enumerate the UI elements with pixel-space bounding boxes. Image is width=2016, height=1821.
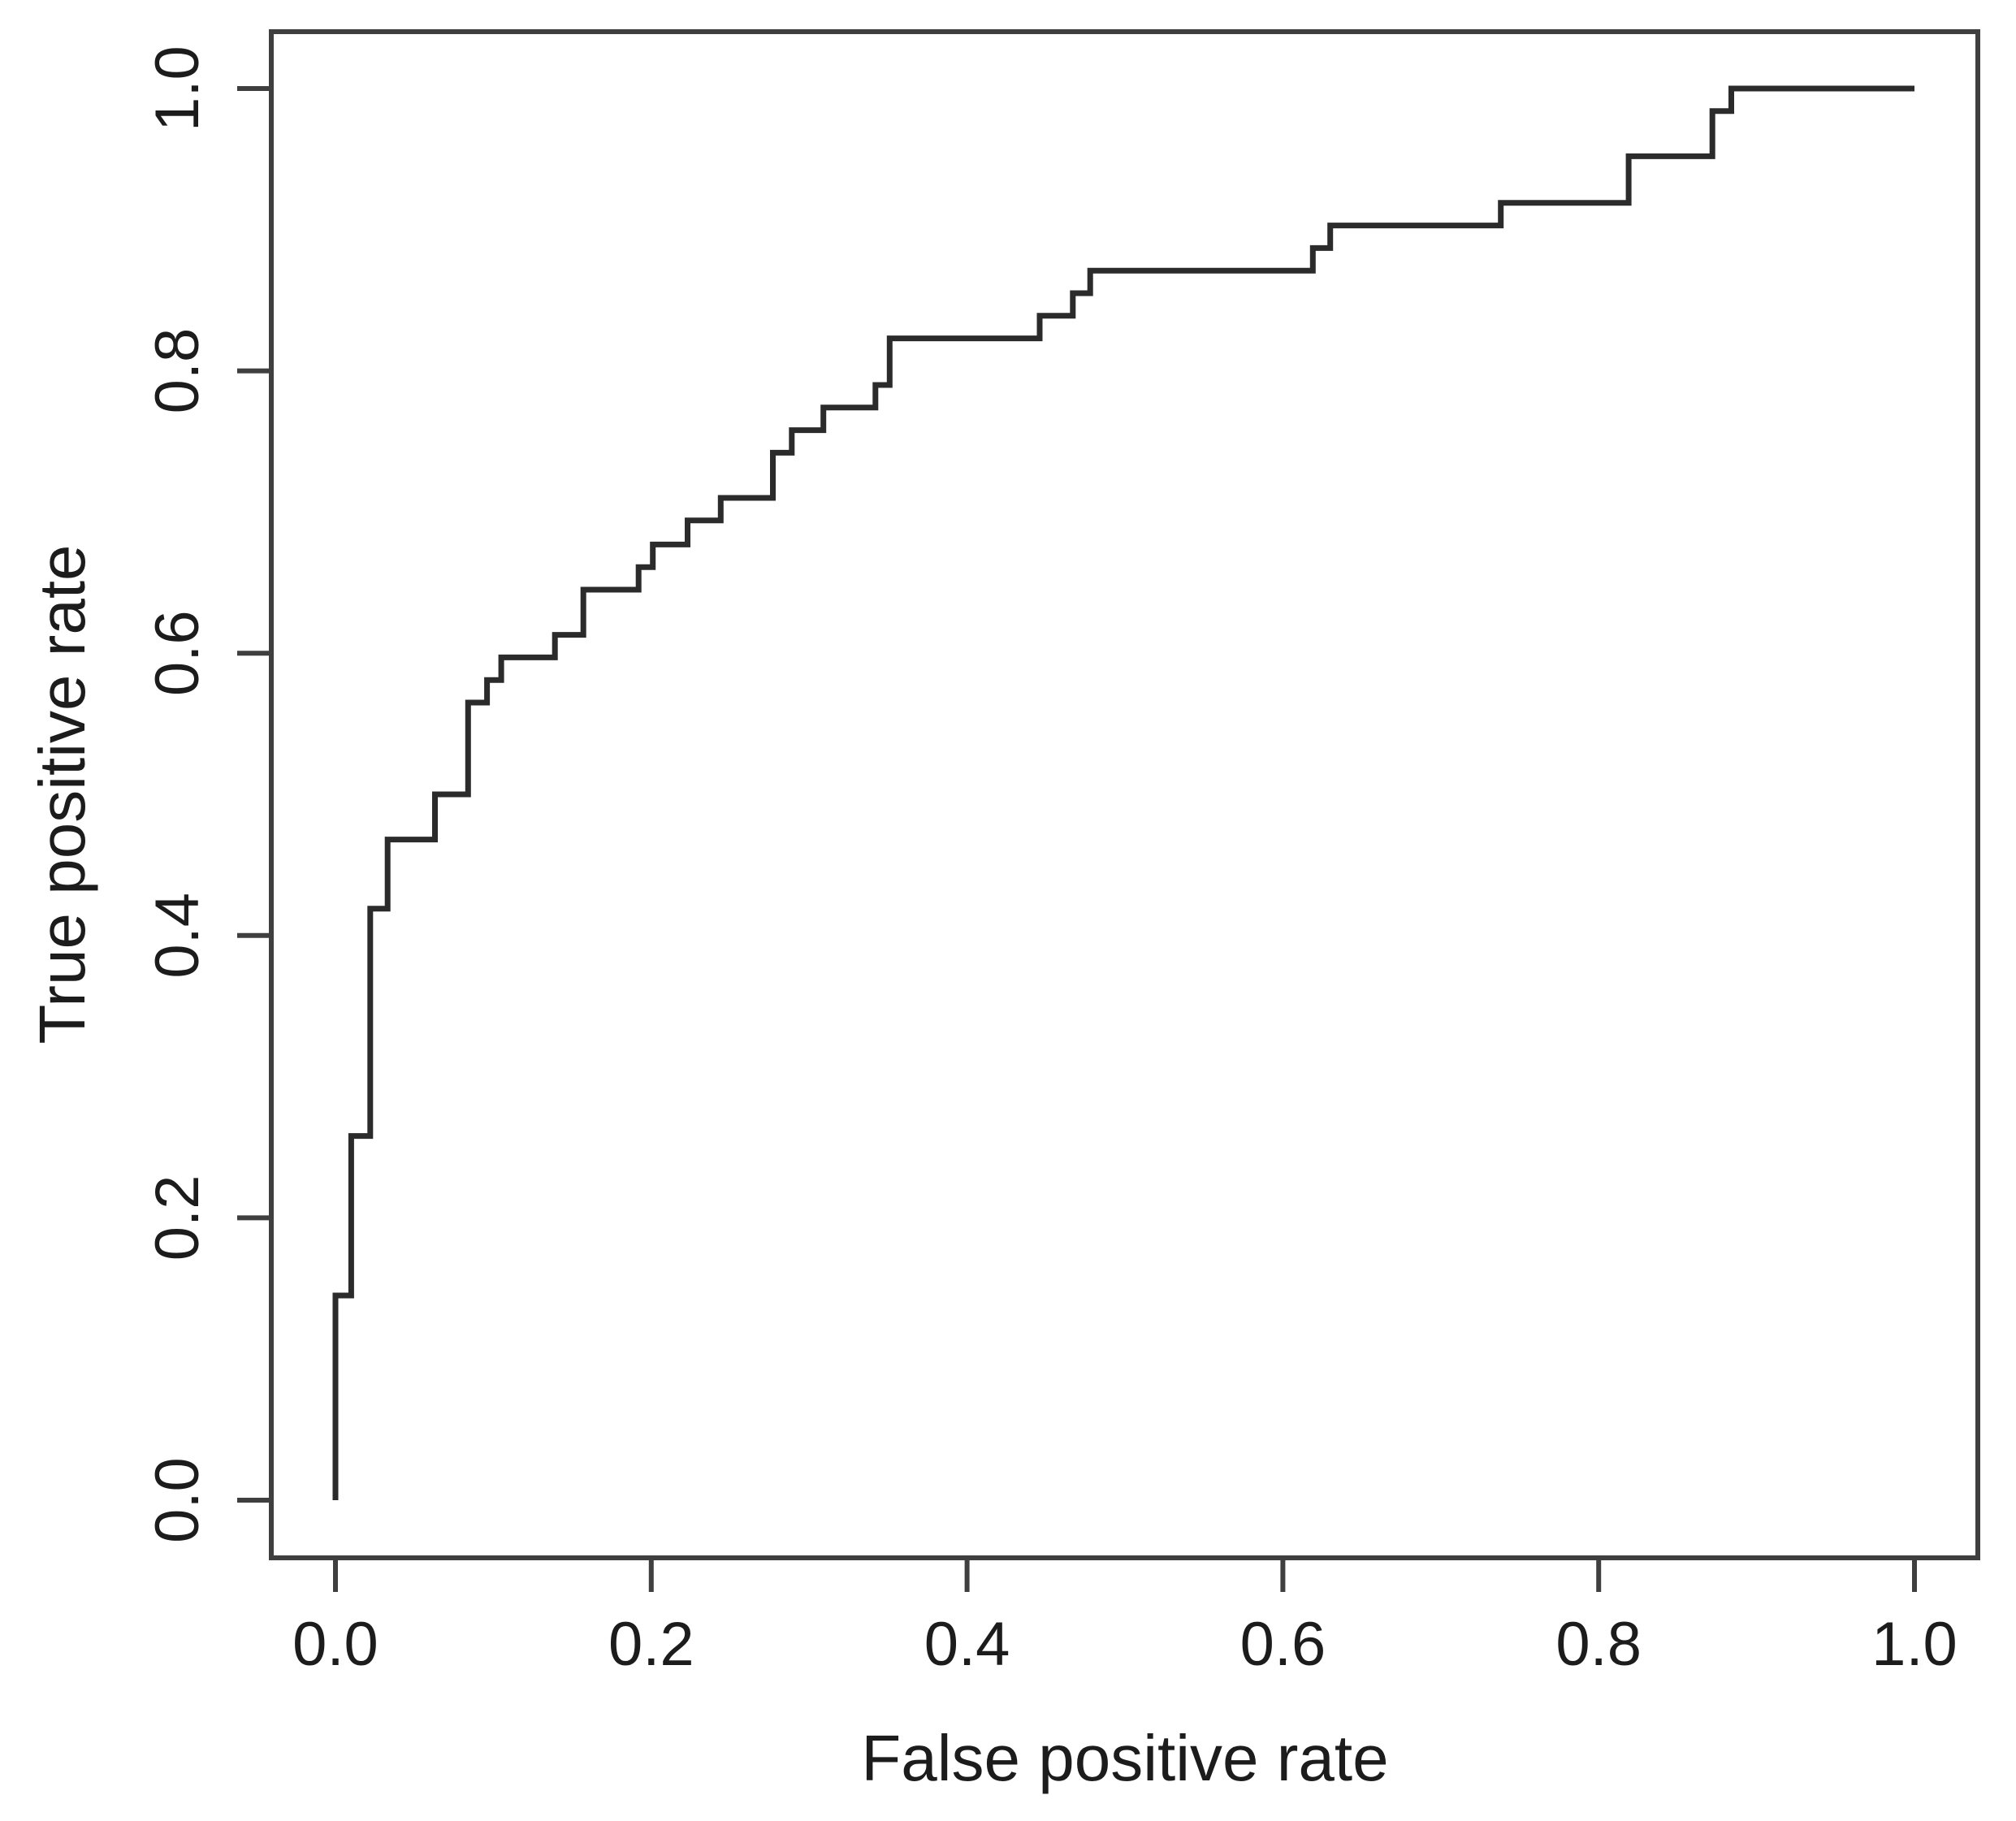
y-tick-label: 0.0	[143, 1457, 212, 1543]
y-tick-label: 0.2	[143, 1175, 212, 1261]
y-tick-label: 0.8	[143, 328, 212, 414]
x-tick-label: 0.4	[924, 1610, 1010, 1679]
x-axis-ticks: 0.0 0.2 0.4 0.6 0.8 1.0	[292, 1558, 1958, 1679]
roc-curve	[332, 85, 1914, 1500]
x-tick-label: 0.2	[608, 1610, 694, 1679]
x-tick-label: 0.6	[1240, 1610, 1326, 1679]
y-axis-title: True positive rate	[26, 544, 98, 1044]
y-tick-label: 0.6	[143, 610, 212, 696]
x-tick-label: 1.0	[1871, 1610, 1958, 1679]
y-axis-ticks: 0.0 0.2 0.4 0.6 0.8 1.0	[143, 45, 271, 1543]
x-axis-title: False positive rate	[861, 1722, 1388, 1794]
x-tick-label: 0.0	[292, 1610, 379, 1679]
y-tick-label: 0.4	[143, 893, 212, 979]
y-tick-label: 1.0	[143, 45, 212, 132]
plot-box	[269, 29, 1980, 1560]
x-tick-label: 0.8	[1555, 1610, 1642, 1679]
